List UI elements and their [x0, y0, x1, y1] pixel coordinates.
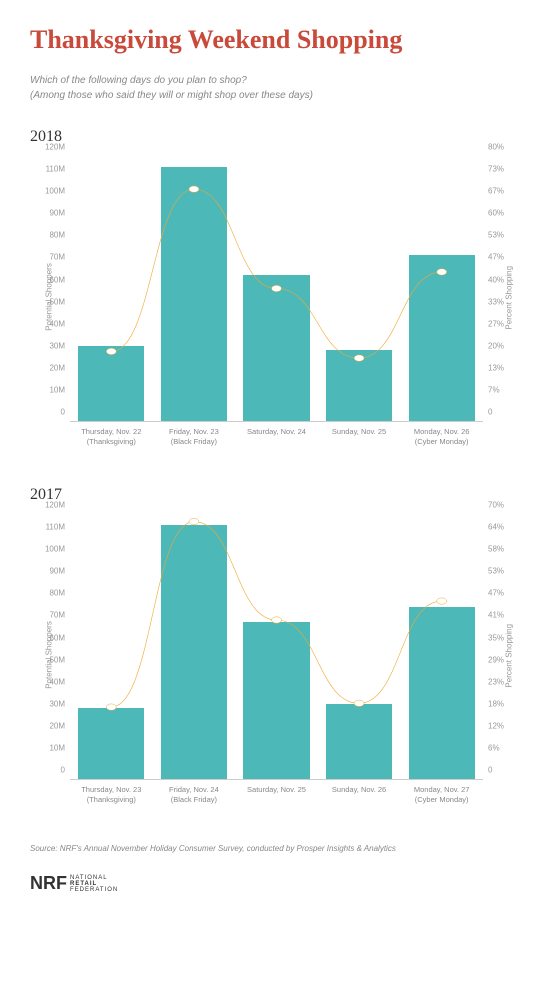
bar	[409, 255, 475, 421]
x-tick: Sunday, Nov. 25	[322, 422, 396, 456]
x-tick: Monday, Nov. 26(Cyber Monday)	[405, 422, 479, 456]
x-tick: Thursday, Nov. 23(Thanksgiving)	[74, 780, 148, 814]
bar	[326, 704, 392, 779]
x-tick: Friday, Nov. 24(Black Friday)	[157, 780, 231, 814]
chart-2017: 2017010M20M30M40M50M60M70M80M90M100M110M…	[30, 486, 523, 814]
bar	[78, 708, 144, 779]
bar	[326, 350, 392, 421]
bar	[409, 607, 475, 779]
logo-sub: NATIONAL RETAIL FEDERATION	[70, 875, 118, 893]
subtitle-line2: (Among those who said they will or might…	[30, 88, 523, 103]
year-label: 2018	[30, 128, 523, 146]
subtitle-line1: Which of the following days do you plan …	[30, 73, 523, 88]
x-tick: Saturday, Nov. 24	[239, 422, 313, 456]
bar	[161, 167, 227, 421]
x-tick: Thursday, Nov. 22(Thanksgiving)	[74, 422, 148, 456]
chart-2018: 2018010M20M30M40M50M60M70M80M90M100M110M…	[30, 128, 523, 456]
bar	[161, 525, 227, 779]
x-tick: Friday, Nov. 23(Black Friday)	[157, 422, 231, 456]
x-tick: Monday, Nov. 27(Cyber Monday)	[405, 780, 479, 814]
page-title: Thanksgiving Weekend Shopping	[30, 25, 523, 55]
source-text: Source: NRF's Annual November Holiday Co…	[30, 844, 523, 853]
bar	[243, 622, 309, 779]
x-tick: Saturday, Nov. 25	[239, 780, 313, 814]
logo-main: NRF	[30, 873, 67, 894]
x-tick: Sunday, Nov. 26	[322, 780, 396, 814]
year-label: 2017	[30, 486, 523, 504]
bar	[78, 346, 144, 421]
nrf-logo: NRF NATIONAL RETAIL FEDERATION	[30, 873, 523, 894]
bar	[243, 275, 309, 421]
subtitle: Which of the following days do you plan …	[30, 73, 523, 103]
